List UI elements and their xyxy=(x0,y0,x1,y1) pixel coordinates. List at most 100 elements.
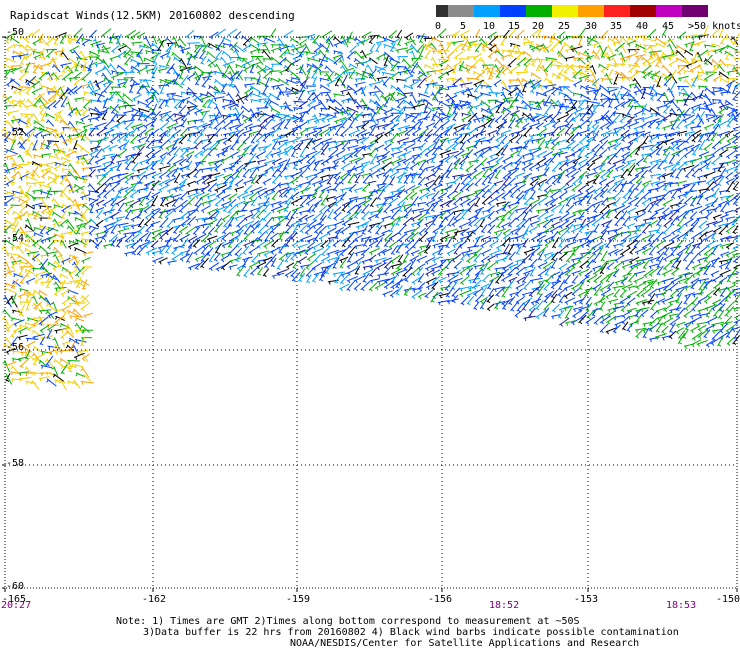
wind-barb-flag xyxy=(18,91,22,96)
wind-barb-flag xyxy=(425,139,428,143)
wind-barb-flag xyxy=(622,114,625,118)
wind-barb-flag xyxy=(515,51,517,55)
wind-barb-flag xyxy=(69,114,72,117)
wind-barb-flag xyxy=(270,108,273,112)
wind-barb-flag xyxy=(244,120,247,124)
wind-barb-flag xyxy=(656,188,659,193)
wind-barb xyxy=(327,145,338,150)
wind-barb-flag xyxy=(733,98,737,102)
wind-barb xyxy=(698,151,710,157)
wind-barb-flag xyxy=(453,83,457,87)
wind-barb xyxy=(508,65,519,74)
wind-barb-flag xyxy=(650,98,654,101)
wind-barb-flag xyxy=(347,40,351,44)
wind-barb xyxy=(571,176,583,185)
wind-barb-flag xyxy=(447,196,451,199)
wind-barb-flag xyxy=(229,100,232,104)
wind-barb-flag xyxy=(233,50,237,54)
wind-barb-flag xyxy=(5,139,9,143)
wind-barb-flag xyxy=(167,162,171,166)
wind-barb-flag xyxy=(133,98,136,102)
wind-barb xyxy=(593,88,600,101)
wind-barb-flag xyxy=(62,70,66,74)
wind-barb-flag xyxy=(88,162,92,165)
wind-barb-flag xyxy=(378,70,381,74)
wind-barb-flag xyxy=(408,101,412,105)
wind-barb-flag xyxy=(614,82,618,85)
wind-barb-flag xyxy=(523,147,527,150)
wind-barb xyxy=(39,139,45,150)
wind-barb-flag xyxy=(272,168,274,172)
wind-barb xyxy=(222,175,232,185)
wind-barb-flag xyxy=(543,173,547,177)
wind-barb-flag xyxy=(418,127,422,130)
wind-barb-flag xyxy=(712,154,715,157)
wind-barb xyxy=(446,123,456,129)
wind-barb-flag xyxy=(671,168,675,172)
wind-barb-flag xyxy=(46,147,50,150)
wind-barb xyxy=(59,174,68,185)
wind-barb-flag xyxy=(601,189,605,193)
wind-barb xyxy=(537,182,545,191)
wind-barb-flag xyxy=(59,54,64,57)
wind-barb xyxy=(591,64,597,75)
wind-barb xyxy=(634,43,642,53)
wind-barb-flag xyxy=(656,146,660,150)
wind-barb-flag xyxy=(67,197,71,201)
wind-barb xyxy=(712,74,723,81)
wind-barb xyxy=(725,149,737,158)
wind-barb xyxy=(173,184,186,191)
wind-barb xyxy=(94,139,103,151)
wind-barb xyxy=(467,169,478,178)
wind-barb-flag xyxy=(476,195,479,199)
wind-barb xyxy=(80,147,91,155)
wind-barb xyxy=(494,169,501,179)
wind-barb-flag xyxy=(334,107,337,111)
wind-barb-flag xyxy=(174,127,177,131)
wind-barb-flag xyxy=(118,139,121,143)
wind-barb xyxy=(208,98,218,106)
wind-barb-flag xyxy=(52,130,55,133)
wind-barb-flag xyxy=(601,176,604,180)
wind-barb xyxy=(543,157,552,165)
wind-barb-flag xyxy=(319,78,322,82)
wind-barb-flag xyxy=(553,125,556,129)
wind-barb-flag xyxy=(398,141,401,145)
wind-barb xyxy=(180,118,188,127)
wind-barb-flag xyxy=(141,86,145,89)
wind-barb-flag xyxy=(594,191,598,195)
wind-barb-flag xyxy=(438,91,442,95)
wind-barb-flag xyxy=(306,146,310,149)
wind-barb-flag xyxy=(241,59,245,63)
wind-barb-flag xyxy=(447,154,450,158)
wind-barb-flag xyxy=(383,44,386,48)
wind-barb-flag xyxy=(669,133,672,138)
wind-barb xyxy=(543,95,551,107)
wind-barb-flag xyxy=(425,183,428,188)
wind-barb-flag xyxy=(633,85,637,89)
wind-barb-flag xyxy=(208,106,212,109)
wind-barb-flag xyxy=(642,147,644,151)
wind-barb-flag xyxy=(538,49,540,53)
wind-barb xyxy=(509,111,517,122)
wind-barb-flag xyxy=(425,91,429,94)
wind-barb-flag xyxy=(698,107,701,111)
wind-barb-flag xyxy=(530,126,533,130)
wind-barb-flag xyxy=(405,37,409,41)
wind-barb xyxy=(339,58,348,70)
wind-barb xyxy=(334,77,341,87)
wind-barb xyxy=(264,98,270,108)
wind-barb xyxy=(717,120,728,128)
wind-barb-flag xyxy=(342,100,345,104)
wind-barb-flag xyxy=(676,153,680,157)
wind-barb xyxy=(186,107,196,114)
wind-barb-flag xyxy=(168,169,171,173)
wind-barb-flag xyxy=(684,119,687,124)
wind-barb-flag xyxy=(59,120,62,124)
wind-barb xyxy=(279,49,289,58)
wind-barb-flag xyxy=(302,44,306,47)
wind-barb-flag xyxy=(447,112,452,116)
wind-barb xyxy=(691,75,699,87)
wind-barb xyxy=(334,140,347,143)
wind-barb-flag xyxy=(144,188,148,192)
